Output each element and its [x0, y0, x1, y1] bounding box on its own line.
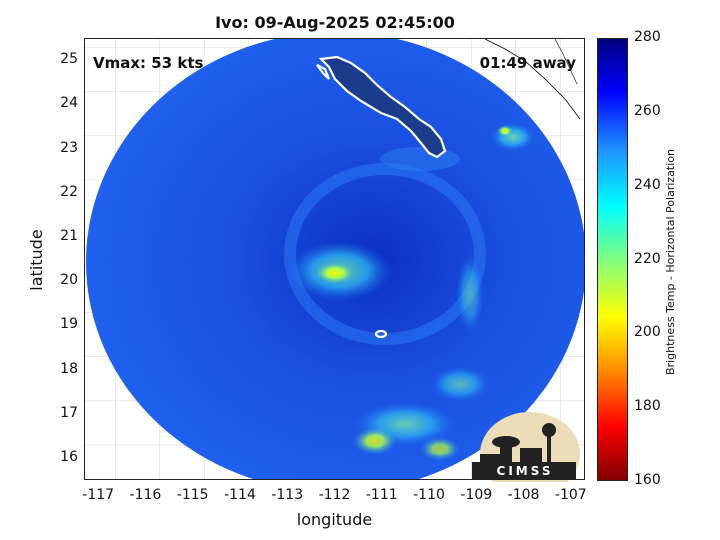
- x-tick-label: -109: [460, 487, 493, 503]
- mainland-coast-2: [554, 39, 578, 85]
- x-tick-label: -113: [271, 487, 304, 503]
- colorbar-tick-label: 280: [634, 29, 661, 45]
- colorbar: [597, 38, 628, 481]
- colorbar-tick-label: 220: [634, 250, 661, 267]
- x-tick-label: -114: [224, 487, 256, 503]
- x-tick-label: -107: [554, 487, 587, 503]
- y-tick-label: 16: [60, 448, 78, 465]
- x-axis-label: longitude: [296, 510, 373, 529]
- y-tick-label: 23: [60, 139, 78, 156]
- map-title: Ivo: 09-Aug-2025 02:45:00: [215, 13, 455, 32]
- x-tick-label: -111: [365, 487, 398, 503]
- y-tick-label: 20: [60, 272, 78, 289]
- time-away-label: 01:49 away: [479, 54, 576, 72]
- colorbar-tick-label: 240: [634, 176, 661, 193]
- x-tick-label: -110: [413, 487, 445, 503]
- x-tick-label: -108: [507, 487, 540, 503]
- y-tick-label: 19: [60, 316, 78, 333]
- y-tick-label: 18: [60, 360, 78, 377]
- colorbar-tick-label: 200: [634, 324, 661, 341]
- microwave-image: [85, 39, 584, 479]
- vmax-label: Vmax: 53 kts: [93, 54, 204, 72]
- x-tick-label: -112: [318, 487, 351, 503]
- colorbar-tick-label: 180: [634, 398, 661, 415]
- colorbar-tick-label: 260: [634, 102, 661, 119]
- coastline: [316, 55, 447, 339]
- x-tick-label: -116: [129, 487, 162, 503]
- y-tick-label: 17: [60, 404, 78, 421]
- mainland-coast: [484, 39, 581, 120]
- satellite-map-panel: Vmax: 53 kts 01:49 away: [84, 38, 585, 480]
- x-tick-label: -117: [82, 487, 115, 503]
- y-tick-label: 22: [60, 183, 78, 200]
- cimss-logo-text: CIMSS: [496, 464, 554, 478]
- cimss-logo: [472, 412, 580, 482]
- y-tick-label: 24: [60, 95, 78, 112]
- y-tick-label: 21: [60, 227, 78, 244]
- colorbar-tick-label: 160: [634, 472, 661, 488]
- x-tick-label: -115: [176, 487, 209, 503]
- swath-disk: [86, 39, 584, 479]
- y-tick-label: 25: [60, 51, 78, 68]
